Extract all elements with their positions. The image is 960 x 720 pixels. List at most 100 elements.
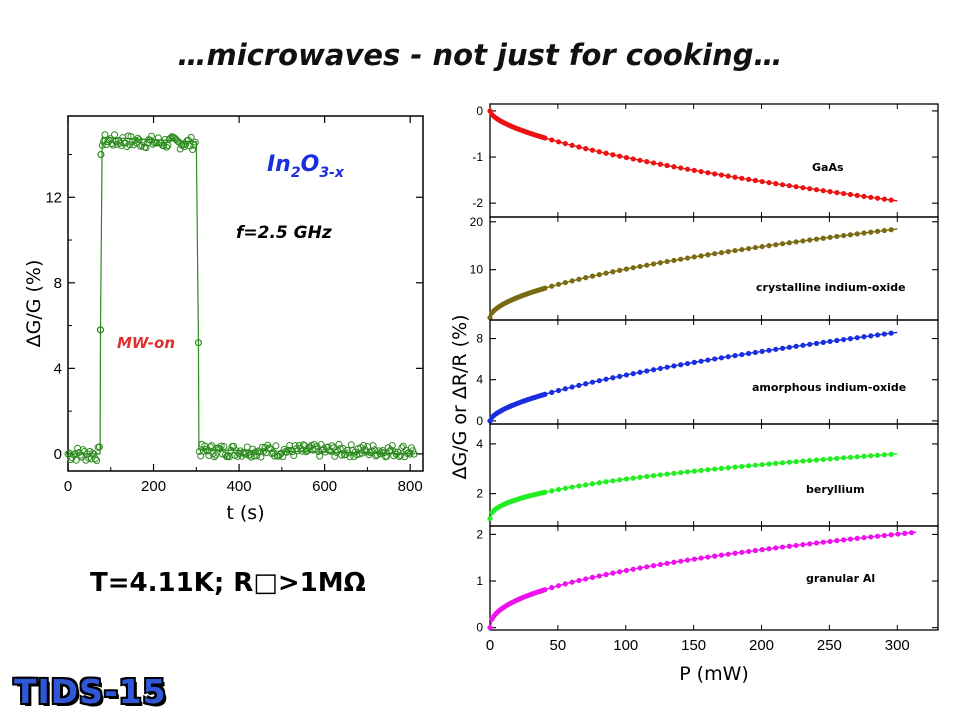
data-point — [678, 558, 684, 564]
data-point — [562, 485, 568, 491]
data-point — [691, 468, 697, 474]
data-point — [732, 353, 738, 359]
left-x-axis-label: t (s) — [226, 502, 264, 524]
data-point — [861, 193, 867, 199]
data-point — [562, 140, 568, 147]
data-point — [388, 442, 396, 450]
data-point — [671, 257, 677, 263]
data-point — [93, 457, 101, 465]
data-point — [644, 473, 650, 480]
data-point — [265, 444, 273, 452]
data-point — [617, 569, 623, 575]
data-point — [834, 189, 840, 196]
panel-y-tick-label: 0 — [476, 621, 483, 635]
data-point — [576, 144, 582, 150]
data-point — [98, 141, 106, 149]
data-point — [800, 458, 806, 464]
material-label-part: O — [301, 152, 320, 177]
panel-y-tick-label: 0 — [476, 414, 483, 428]
data-point — [820, 456, 826, 463]
data-point — [194, 339, 203, 347]
data-point — [881, 532, 887, 539]
data-point — [89, 449, 97, 457]
data-point — [562, 279, 568, 286]
data-point — [369, 442, 377, 450]
data-point — [549, 585, 555, 591]
data-point — [644, 159, 650, 165]
data-point — [589, 273, 596, 279]
data-point — [779, 182, 786, 188]
left-series-markers — [64, 131, 418, 465]
conditions-label: T=4.11K; R□>1MΩ — [90, 568, 366, 598]
data-point — [583, 275, 589, 281]
data-point — [712, 171, 718, 177]
panel-y-tick-label: 20 — [470, 215, 484, 229]
left-y-axis-label: ΔG/G (%) — [23, 260, 45, 348]
panel-label-amorphous: amorphous indium-oxide — [752, 381, 906, 394]
data-point — [793, 343, 799, 349]
data-point — [623, 476, 630, 482]
data-point — [95, 443, 103, 451]
data-point — [555, 281, 562, 287]
data-point — [841, 537, 847, 543]
data-point — [800, 238, 806, 244]
panel-GaAs: 0 -1 -2 GaAs — [472, 103, 939, 218]
left-x-tick-label: 400 — [227, 478, 252, 495]
data-point — [603, 270, 609, 276]
data-point — [786, 543, 792, 549]
data-point — [212, 451, 220, 459]
data-point — [569, 579, 575, 585]
data-point — [752, 244, 759, 251]
data-point — [779, 460, 786, 466]
data-point — [623, 372, 630, 378]
data-point — [718, 250, 725, 256]
data-point — [881, 196, 887, 202]
data-point — [279, 453, 287, 461]
data-point — [576, 577, 582, 584]
data-point — [583, 576, 589, 582]
left-y-tick-label: 0 — [54, 446, 62, 463]
data-point — [827, 456, 833, 462]
data-point — [191, 138, 199, 146]
panel-y-tick-label: -1 — [472, 150, 483, 164]
data-point — [800, 342, 806, 348]
data-point — [854, 454, 860, 460]
data-point — [793, 542, 799, 549]
data-point — [286, 441, 294, 449]
data-point — [800, 185, 806, 191]
data-point — [861, 334, 867, 340]
data-point — [589, 481, 596, 487]
data-point — [868, 453, 874, 459]
data-point — [610, 478, 616, 484]
data-point — [766, 347, 772, 353]
data-point — [657, 260, 663, 266]
data-point — [555, 387, 562, 394]
data-point — [732, 174, 738, 180]
data-point — [387, 446, 395, 454]
data-point — [854, 335, 860, 341]
data-point — [868, 229, 874, 235]
data-point — [752, 177, 759, 184]
data-point — [335, 440, 343, 448]
data-point — [603, 479, 609, 485]
data-point — [164, 141, 172, 149]
data-point — [576, 382, 582, 388]
data-point — [739, 463, 745, 470]
data-point — [847, 191, 854, 198]
left-series-line — [68, 136, 415, 455]
data-point — [254, 447, 262, 455]
data-point — [861, 453, 867, 459]
data-point — [813, 236, 820, 242]
data-point — [603, 571, 609, 578]
left-x-tick-label: 200 — [141, 478, 166, 495]
data-point — [712, 356, 718, 362]
series-line-crystalline — [489, 228, 898, 318]
data-point — [272, 442, 280, 450]
data-point — [746, 245, 752, 252]
data-point — [163, 143, 171, 151]
data-point — [487, 515, 493, 522]
data-point — [684, 469, 691, 475]
panel-label-granular: granular Al — [806, 572, 875, 585]
data-point — [91, 455, 99, 463]
series-markers-GaAs — [487, 108, 894, 203]
